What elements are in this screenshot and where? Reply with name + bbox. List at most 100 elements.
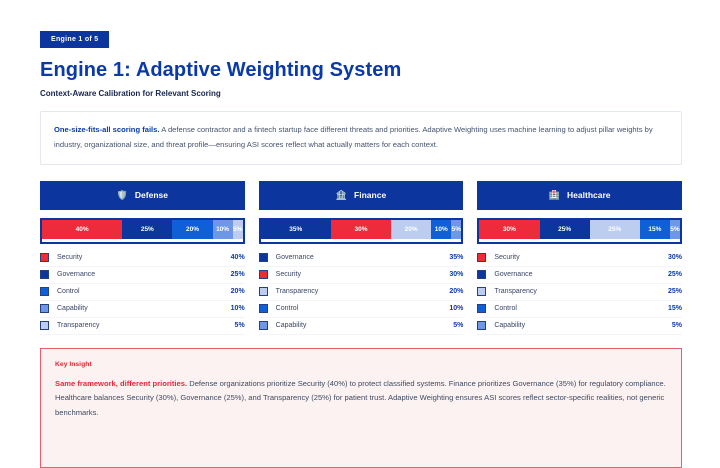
legend-swatch-icon	[477, 287, 487, 297]
legend-value: 20%	[449, 288, 464, 296]
legend-swatch-icon	[258, 287, 268, 297]
legend-row-governance: Governance 25%	[40, 267, 245, 284]
bar-segment-security: 40%	[42, 219, 123, 239]
industry-card-healthcare: 🏥 Healthcare 30% 25% 25% 15% 5% Security 30% G…	[477, 180, 683, 335]
page-subtitle: Context-Aware Calibration for Relevant S…	[40, 89, 221, 98]
bar-segment-security: 30%	[330, 219, 392, 239]
legend-swatch-icon	[477, 253, 487, 263]
legend-row-security: Security 30%	[258, 267, 464, 284]
key-insight-heading: Key Insight	[55, 360, 92, 368]
legend-row-capability: Capability 10%	[40, 301, 245, 318]
page-title: Engine 1: Adaptive Weighting System	[40, 59, 402, 81]
legend-label: Transparency	[275, 288, 319, 296]
bar-segment-capability: 5%	[669, 219, 680, 239]
bar-segment-control: 15%	[639, 219, 670, 239]
key-insight-text: Same framework, different priorities. De…	[55, 377, 667, 421]
bar-segment-security: 30%	[479, 219, 540, 239]
weight-bar-finance: 35% 30% 20% 10% 5%	[258, 217, 464, 244]
legend-value: 35%	[449, 254, 464, 262]
legend-swatch-icon	[258, 321, 268, 331]
weight-bar-healthcare: 30% 25% 25% 15% 5%	[477, 217, 683, 244]
legend-value: 5%	[671, 322, 683, 330]
legend-row-transparency: Transparency 5%	[40, 318, 245, 335]
legend-row-control: Control 20%	[40, 284, 245, 301]
legend-value: 30%	[449, 271, 464, 279]
legend-swatch-icon	[40, 287, 49, 297]
shield-icon: 🛡️	[116, 189, 128, 200]
legend-value: 15%	[668, 305, 683, 313]
weight-legend-finance: Governance 35% Security 30% Transparency 20% C…	[258, 250, 464, 335]
legend-label: Capability	[57, 305, 88, 313]
legend-swatch-icon	[477, 270, 487, 280]
intro-body: A defense contractor and a fintech start…	[54, 125, 653, 149]
legend-row-control: Control 15%	[477, 301, 683, 318]
legend-label: Security	[494, 254, 520, 262]
intro-lead: One-size-fits-all scoring fails.	[54, 125, 160, 134]
bar-segment-governance: 25%	[122, 219, 173, 239]
engine-step-badge: Engine 1 of 5	[40, 31, 110, 48]
industry-header-finance: 🏦 Finance	[258, 180, 464, 210]
bar-segment-transparency: 20%	[391, 219, 432, 239]
legend-swatch-icon	[40, 253, 49, 263]
legend-label: Governance	[57, 271, 96, 279]
industry-cards: 🛡️ Defense 40% 25% 20% 10% 5% Security 40% Gov…	[40, 180, 683, 335]
legend-value: 20%	[230, 288, 245, 296]
legend-value: 40%	[230, 254, 245, 262]
legend-row-transparency: Transparency 25%	[477, 284, 683, 301]
legend-value: 30%	[668, 254, 683, 262]
legend-row-security: Security 30%	[477, 250, 683, 267]
legend-swatch-icon	[477, 321, 487, 331]
legend-label: Control	[275, 305, 299, 313]
legend-label: Capability	[275, 322, 307, 330]
weight-bar-defense: 40% 25% 20% 10% 5%	[40, 217, 245, 244]
industry-header-healthcare: 🏥 Healthcare	[477, 180, 683, 210]
legend-row-capability: Capability 5%	[258, 318, 464, 335]
bar-segment-transparency: 5%	[232, 219, 243, 239]
key-insight-lead: Same framework, different priorities.	[55, 378, 188, 388]
legend-label: Capability	[494, 322, 526, 330]
weight-legend-defense: Security 40% Governance 25% Control 20% Capabi…	[40, 250, 245, 335]
legend-swatch-icon	[258, 304, 268, 314]
legend-value: 25%	[668, 271, 683, 279]
legend-label: Security	[275, 271, 301, 279]
legend-swatch-icon	[40, 304, 49, 314]
bar-segment-control: 20%	[172, 219, 213, 239]
bar-segment-governance: 35%	[260, 219, 331, 239]
legend-swatch-icon	[40, 270, 49, 280]
stacked-bar: 30% 25% 25% 15% 5%	[479, 219, 680, 239]
legend-label: Security	[57, 254, 83, 262]
legend-label: Control	[494, 305, 517, 313]
legend-swatch-icon	[40, 321, 49, 331]
legend-label: Transparency	[494, 288, 537, 296]
industry-title: Defense	[134, 190, 168, 201]
key-insight-box: Key Insight Same framework, different pr…	[40, 347, 682, 468]
industry-card-defense: 🛡️ Defense 40% 25% 20% 10% 5% Security 40% Gov…	[40, 180, 245, 335]
legend-label: Governance	[494, 271, 533, 279]
stacked-bar: 40% 25% 20% 10% 5%	[42, 219, 243, 239]
legend-value: 5%	[234, 322, 245, 330]
industry-card-finance: 🏦 Finance 35% 30% 20% 10% 5% Governance 35% Se…	[258, 180, 464, 335]
industry-title: Finance	[354, 190, 387, 201]
legend-label: Transparency	[57, 322, 100, 330]
bar-segment-capability: 5%	[451, 219, 462, 239]
stacked-bar: 35% 30% 20% 10% 5%	[260, 219, 462, 239]
industry-header-defense: 🛡️ Defense	[40, 180, 245, 210]
intro-box: One-size-fits-all scoring fails. A defen…	[40, 111, 682, 165]
legend-row-capability: Capability 5%	[477, 318, 683, 335]
legend-row-transparency: Transparency 20%	[258, 284, 464, 301]
bar-segment-transparency: 25%	[589, 219, 640, 239]
industry-title: Healthcare	[567, 190, 611, 201]
legend-value: 25%	[668, 288, 683, 296]
bar-segment-control: 10%	[431, 219, 452, 239]
bank-icon: 🏦	[335, 189, 348, 200]
legend-label: Governance	[275, 254, 314, 262]
legend-value: 10%	[449, 305, 464, 313]
legend-row-control: Control 10%	[258, 301, 464, 318]
legend-value: 5%	[453, 322, 464, 330]
legend-value: 25%	[230, 271, 245, 279]
bar-segment-capability: 10%	[212, 219, 233, 239]
legend-row-governance: Governance 25%	[477, 267, 683, 284]
legend-row-security: Security 40%	[40, 250, 245, 267]
legend-swatch-icon	[258, 270, 268, 280]
